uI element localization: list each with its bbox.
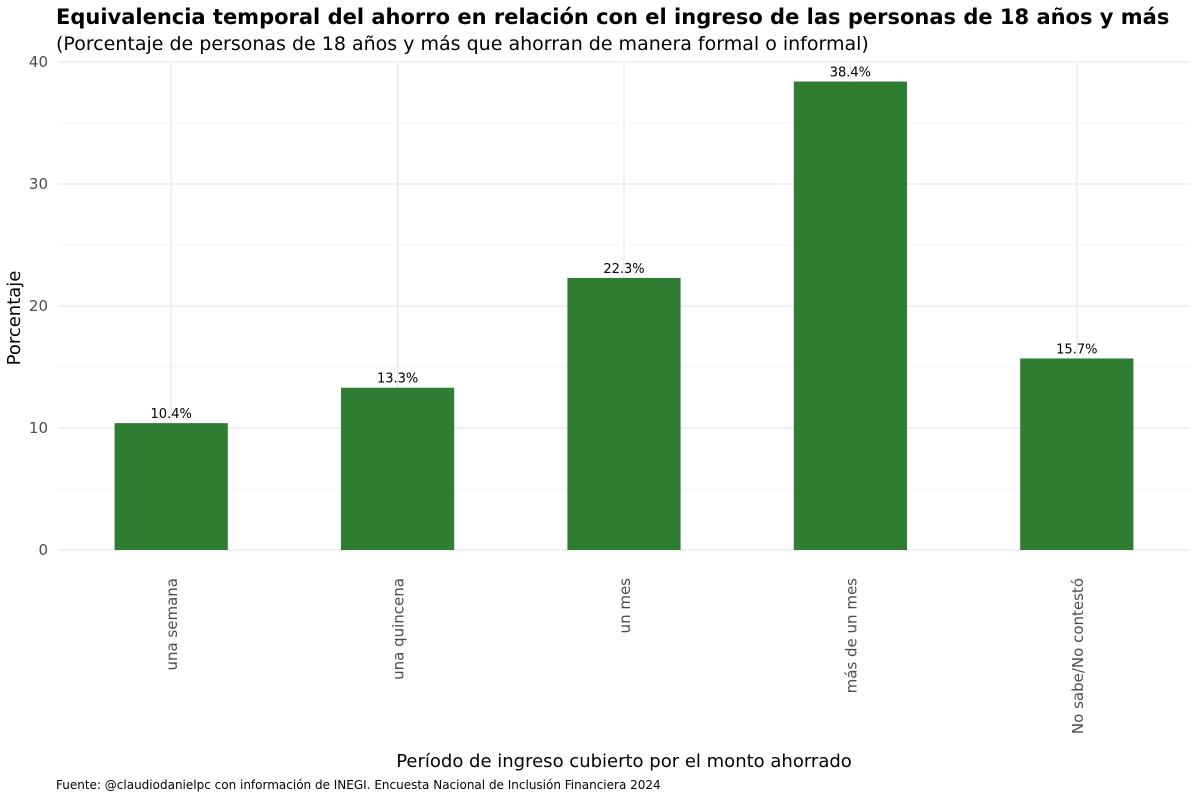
bar	[341, 387, 455, 550]
bar-value-label: 13.3%	[377, 372, 418, 387]
y-axis-ticks: 0 10 20 30 40	[29, 53, 48, 559]
bar-value-label: 38.4%	[830, 66, 871, 81]
x-tick-label: una semana	[163, 578, 181, 671]
x-tick-label: más de un mes	[842, 578, 860, 694]
y-tick-label: 20	[29, 297, 48, 315]
bars	[114, 81, 1134, 551]
x-tick-label: No sabe/No contestó	[1069, 578, 1087, 734]
bar	[1020, 358, 1134, 550]
x-axis-title: Período de ingreso cubierto por el monto…	[396, 751, 852, 772]
data-labels: 10.4% 13.3% 22.3% 38.4% 15.7%	[151, 66, 1098, 423]
source-caption: Fuente: @claudiodanielpc con información…	[56, 778, 661, 792]
y-tick-label: 10	[29, 419, 48, 437]
y-tick-label: 30	[29, 175, 48, 193]
y-tick-label: 0	[38, 541, 48, 559]
bar-value-label: 10.4%	[151, 407, 192, 422]
y-axis-title: Porcentaje	[4, 271, 25, 366]
x-axis-ticks: una semana una quincena un mes más de un me…	[163, 578, 1087, 734]
x-tick-label: una quincena	[390, 578, 408, 680]
bar	[793, 81, 907, 551]
chart-title: Equivalencia temporal del ahorro en rela…	[56, 5, 1169, 29]
bar	[567, 277, 681, 550]
x-tick-label: un mes	[616, 578, 634, 634]
bar-value-label: 22.3%	[603, 262, 644, 277]
chart-subtitle: (Porcentaje de personas de 18 años y más…	[56, 33, 869, 55]
bar	[114, 423, 228, 550]
y-tick-label: 40	[29, 53, 48, 71]
bar-value-label: 15.7%	[1056, 342, 1097, 357]
